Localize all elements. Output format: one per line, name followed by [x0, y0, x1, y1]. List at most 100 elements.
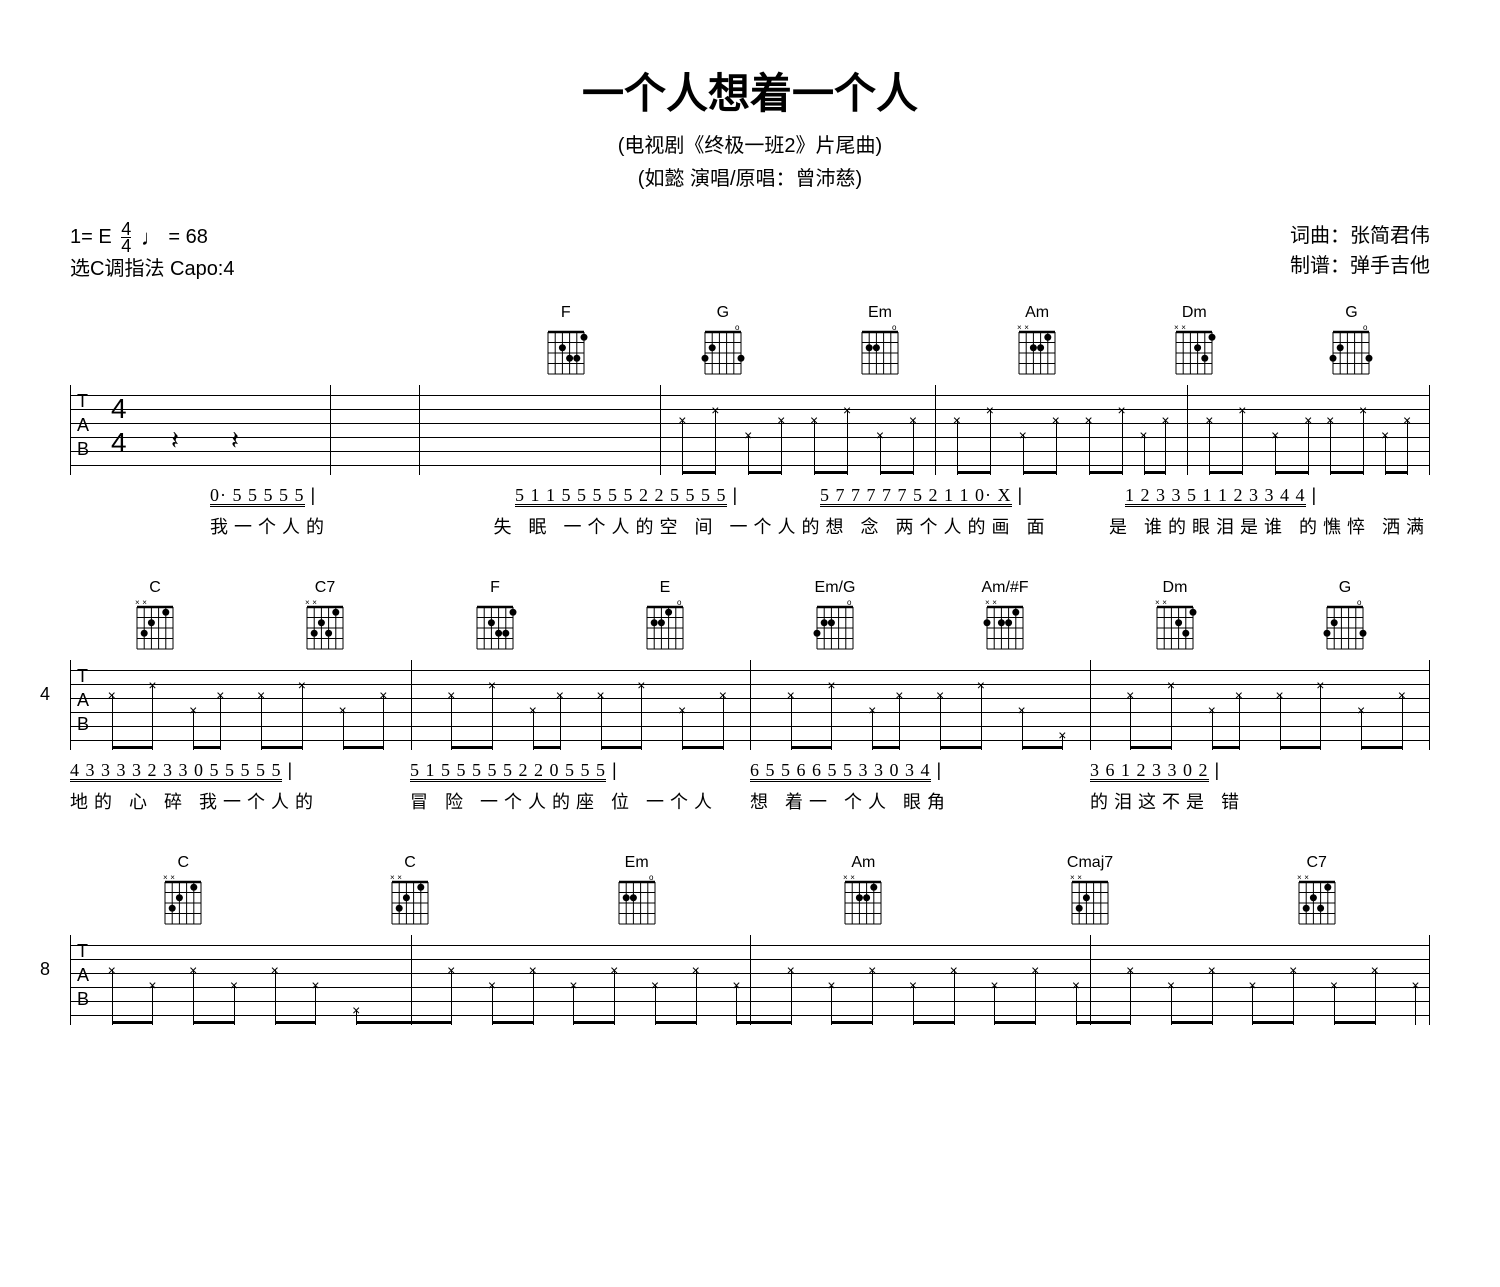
chord-diagram: ×× [983, 599, 1027, 651]
lyric-row: 地的 心 碎 我一个人的冒 险 一个人的座 位 一个人想 着一 个人 眼角的泪这… [70, 788, 1430, 814]
jianpu-cell: 0· 5 5 5 5 5 | [210, 485, 515, 507]
lyric-cell: 地的 心 碎 我一个人的 [70, 788, 410, 814]
chord-row: C××C××EmoAm××Cmaj7××C7×× [70, 854, 1430, 931]
chord-name: Dm [1116, 304, 1273, 322]
svg-text:×: × [397, 874, 402, 882]
chord-name: C [70, 579, 240, 597]
svg-text:×: × [851, 874, 856, 882]
tab-staff: TAB×××××××××××××××××××××××××××××××× [70, 660, 1430, 750]
jianpu-cell: 5 1 1 5 5 5 5 5 2 2 5 5 5 5 | [515, 485, 820, 507]
chord-name: G [1260, 579, 1430, 597]
chord-cell: C×× [297, 854, 524, 931]
svg-text:×: × [985, 599, 990, 607]
meta-left: 1= E 4 4 ♩ = 68 选C调指法 Capo:4 [70, 221, 235, 284]
svg-text:×: × [163, 874, 168, 882]
chord-name: C7 [240, 579, 410, 597]
chord-diagram: o [1329, 324, 1373, 376]
chord-diagram: ×× [161, 874, 205, 926]
lyric-row: 我一个人的失 眠 一个人的空 间 一个人的想 念 两个人的画 面是 谁的眼泪是谁… [70, 513, 1430, 539]
lyric-cell: 我一个人的 [210, 513, 493, 539]
chord-diagram: ×× [841, 874, 885, 926]
chord-name: Em/G [750, 579, 920, 597]
chord-row: C××C7××FEoEm/GoAm/#F××Dm××Go [70, 579, 1430, 656]
lyric-cell: 是 谁的眼泪是谁 的憔悴 洒满 [1109, 513, 1430, 539]
tab-staff: TAB××××××××××××××××××××××××××××××× [70, 935, 1430, 1025]
chord-cell: F [487, 304, 644, 381]
chord-name: C [70, 854, 297, 872]
song-title: 一个人想着一个人 [70, 60, 1430, 121]
svg-text:×: × [1017, 324, 1022, 332]
chord-cell: Em o [523, 854, 750, 931]
svg-text:o: o [1363, 324, 1368, 332]
svg-text:×: × [992, 599, 997, 607]
subtitle-2: (如懿 演唱/原唱：曾沛慈) [70, 162, 1430, 191]
chord-diagram: o [858, 324, 902, 376]
svg-text:×: × [1304, 874, 1309, 882]
chord-cell: C7×× [1203, 854, 1430, 931]
chord-row: FGoEmoAm××Dm××Go [70, 304, 1430, 381]
tempo-value: = 68 [168, 226, 207, 248]
chord-cell: Em o [801, 304, 958, 381]
system: 8C××C××EmoAm××Cmaj7××C7××TAB××××××××××××… [70, 854, 1430, 1025]
svg-text:×: × [305, 599, 310, 607]
fingering-label: 选C调指法 Capo:4 [70, 254, 235, 284]
svg-text:×: × [142, 599, 147, 607]
chord-cell: Am×× [959, 304, 1116, 381]
svg-text:×: × [171, 874, 176, 882]
svg-text:×: × [390, 874, 395, 882]
chord-diagram [473, 599, 517, 651]
chord-cell [330, 304, 487, 381]
measure-number: 8 [40, 959, 50, 980]
chord-name: Am/#F [920, 579, 1090, 597]
svg-text:o: o [677, 599, 682, 607]
quarter-note-icon: ♩ [141, 221, 163, 254]
chord-name: Em [801, 304, 958, 322]
chord-cell: Dm×× [1090, 579, 1260, 656]
chord-cell: Am ×× [750, 854, 977, 931]
jianpu-cell: 5 7 7 7 7 7 5 2 1 1 0· X | [820, 485, 1125, 507]
chord-cell: C ×× [70, 854, 297, 931]
measure-number: 4 [40, 684, 50, 705]
chord-name: F [487, 304, 644, 322]
subtitle-1: (电视剧《终极一班2》片尾曲) [70, 129, 1430, 158]
chord-cell: Eo [580, 579, 750, 656]
svg-text:o: o [1357, 599, 1362, 607]
chord-name: F [410, 579, 580, 597]
svg-text:×: × [1181, 324, 1186, 332]
chord-name: G [644, 304, 801, 322]
chord-cell: C ×× [70, 579, 240, 656]
key-label: 1= E [70, 226, 112, 248]
chord-diagram: ×× [133, 599, 177, 651]
svg-text:o: o [649, 874, 654, 882]
svg-text:o: o [735, 324, 740, 332]
chord-cell: Go [1260, 579, 1430, 656]
jianpu-cell: 1 2 3 3 5 1 1 2 3 3 4 4 | [1125, 485, 1430, 507]
lyric-cell: 失 眠 一个人的空 间 一个人的 [493, 513, 825, 539]
jianpu-row: 0· 5 5 5 5 5 |5 1 1 5 5 5 5 5 2 2 5 5 5 … [70, 485, 1430, 507]
chord-diagram: o [701, 324, 745, 376]
chord-name: Em [523, 854, 750, 872]
chord-diagram: ×× [1015, 324, 1059, 376]
chord-cell: Go [1273, 304, 1430, 381]
chord-cell: Am/#F ×× [920, 579, 1090, 656]
svg-text:×: × [312, 599, 317, 607]
chord-diagram: ×× [1153, 599, 1197, 651]
svg-text:o: o [892, 324, 897, 332]
credit-lyric: 词曲：张简君伟 [1290, 221, 1430, 251]
chord-name: C7 [1203, 854, 1430, 872]
chord-diagram: ×× [388, 874, 432, 926]
chord-cell: Cmaj7×× [977, 854, 1204, 931]
svg-text:×: × [1070, 874, 1075, 882]
chord-diagram [544, 324, 588, 376]
svg-text:o: o [847, 599, 852, 607]
chord-cell: F [410, 579, 580, 656]
system: 4C××C7××FEoEm/GoAm/#F××Dm××GoTAB××××××××… [70, 579, 1430, 814]
chord-diagram: o [643, 599, 687, 651]
chord-cell: Em/G o [750, 579, 920, 656]
chord-name: Am [750, 854, 977, 872]
svg-text:×: × [1155, 599, 1160, 607]
chord-name: E [580, 579, 750, 597]
sheet-header: 一个人想着一个人 (电视剧《终极一班2》片尾曲) (如懿 演唱/原唱：曾沛慈) [70, 60, 1430, 191]
jianpu-cell: 3 6 1 2 3 3 0 2 | [1090, 760, 1430, 782]
lyric-cell: 想 念 两个人的画 面 [826, 513, 1109, 539]
